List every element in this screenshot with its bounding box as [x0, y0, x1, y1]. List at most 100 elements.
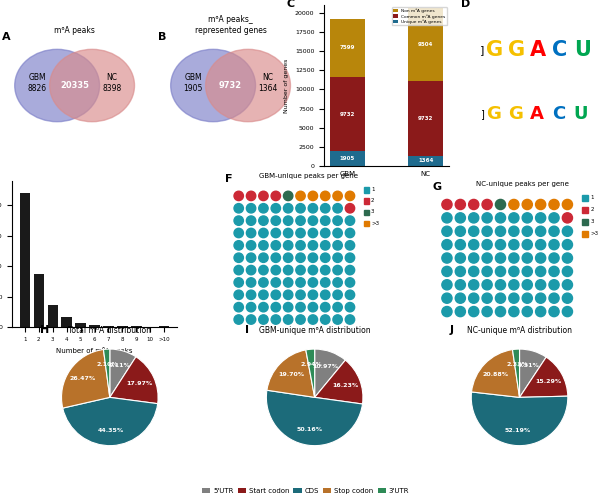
- Bar: [48, 305, 58, 327]
- Circle shape: [246, 302, 256, 312]
- Text: U: U: [574, 106, 588, 123]
- Text: 2: 2: [590, 207, 594, 212]
- Text: I: I: [244, 325, 249, 335]
- Circle shape: [536, 239, 546, 249]
- Text: 9732: 9732: [340, 112, 355, 117]
- Circle shape: [536, 280, 546, 290]
- Title: GBM-unique peaks per gene: GBM-unique peaks per gene: [259, 174, 358, 179]
- Ellipse shape: [15, 49, 100, 122]
- Circle shape: [345, 302, 354, 312]
- Circle shape: [345, 204, 354, 213]
- Circle shape: [509, 213, 519, 223]
- Bar: [62, 316, 72, 327]
- Circle shape: [549, 226, 559, 236]
- Text: NC
1364: NC 1364: [258, 73, 277, 93]
- Wedge shape: [519, 349, 546, 397]
- Circle shape: [284, 302, 293, 312]
- Circle shape: [509, 306, 519, 317]
- Circle shape: [345, 240, 354, 250]
- Text: 44.35%: 44.35%: [98, 428, 125, 433]
- Text: A: A: [530, 40, 546, 60]
- Text: ]: ]: [480, 45, 485, 55]
- Circle shape: [522, 293, 532, 303]
- Text: 1: 1: [590, 195, 594, 200]
- Text: 52.19%: 52.19%: [505, 428, 531, 433]
- Wedge shape: [267, 350, 315, 397]
- Circle shape: [234, 278, 243, 287]
- Circle shape: [258, 204, 268, 213]
- Text: >3: >3: [371, 221, 379, 226]
- Circle shape: [562, 280, 573, 290]
- Circle shape: [496, 253, 505, 263]
- Circle shape: [482, 226, 492, 236]
- Circle shape: [469, 226, 479, 236]
- Bar: [89, 325, 100, 327]
- Circle shape: [296, 278, 306, 287]
- Circle shape: [333, 240, 342, 250]
- Bar: [364, 210, 369, 215]
- Circle shape: [522, 239, 532, 249]
- Text: A: A: [2, 32, 11, 42]
- Circle shape: [469, 199, 479, 210]
- Circle shape: [271, 228, 280, 238]
- Wedge shape: [471, 392, 568, 446]
- Circle shape: [271, 278, 280, 287]
- Circle shape: [308, 191, 318, 201]
- Text: G: G: [508, 106, 523, 123]
- Circle shape: [234, 266, 243, 275]
- Circle shape: [321, 240, 330, 250]
- Wedge shape: [315, 360, 363, 404]
- Circle shape: [258, 191, 268, 201]
- Title: NC-unique m⁶A distribution: NC-unique m⁶A distribution: [467, 326, 572, 335]
- Bar: [582, 195, 588, 201]
- Circle shape: [562, 226, 573, 236]
- Circle shape: [496, 266, 505, 277]
- Title: GBM-unique m⁶A distribution: GBM-unique m⁶A distribution: [259, 326, 370, 335]
- Circle shape: [536, 306, 546, 317]
- Circle shape: [442, 199, 452, 210]
- Circle shape: [549, 199, 559, 210]
- Circle shape: [522, 213, 532, 223]
- Circle shape: [442, 266, 452, 277]
- Wedge shape: [103, 349, 110, 397]
- Circle shape: [345, 278, 354, 287]
- Text: GBM
1905: GBM 1905: [183, 73, 203, 93]
- Wedge shape: [62, 350, 110, 408]
- Text: F: F: [225, 174, 232, 184]
- Circle shape: [271, 240, 280, 250]
- Text: NC
8398: NC 8398: [103, 73, 122, 93]
- Circle shape: [496, 213, 505, 223]
- Circle shape: [258, 216, 268, 225]
- Circle shape: [469, 306, 479, 317]
- Circle shape: [482, 280, 492, 290]
- Circle shape: [308, 266, 318, 275]
- Text: 10.97%: 10.97%: [313, 364, 339, 369]
- Circle shape: [258, 302, 268, 312]
- Circle shape: [333, 191, 342, 201]
- Circle shape: [234, 302, 243, 312]
- Bar: [364, 187, 369, 193]
- Circle shape: [321, 216, 330, 225]
- Circle shape: [333, 302, 342, 312]
- Circle shape: [321, 228, 330, 238]
- Circle shape: [284, 315, 293, 324]
- Circle shape: [482, 239, 492, 249]
- Wedge shape: [63, 397, 158, 446]
- Circle shape: [455, 306, 466, 317]
- Text: 1: 1: [371, 187, 375, 192]
- Bar: [159, 326, 169, 327]
- Circle shape: [258, 228, 268, 238]
- Title: Total m⁶A distribution: Total m⁶A distribution: [68, 326, 152, 335]
- Circle shape: [522, 226, 532, 236]
- Circle shape: [258, 240, 268, 250]
- Circle shape: [333, 278, 342, 287]
- Circle shape: [296, 266, 306, 275]
- Circle shape: [509, 239, 519, 249]
- Bar: [330, 77, 365, 151]
- Circle shape: [296, 228, 306, 238]
- Circle shape: [246, 204, 256, 213]
- Bar: [408, 155, 443, 166]
- Circle shape: [522, 280, 532, 290]
- Circle shape: [562, 266, 573, 277]
- Circle shape: [246, 266, 256, 275]
